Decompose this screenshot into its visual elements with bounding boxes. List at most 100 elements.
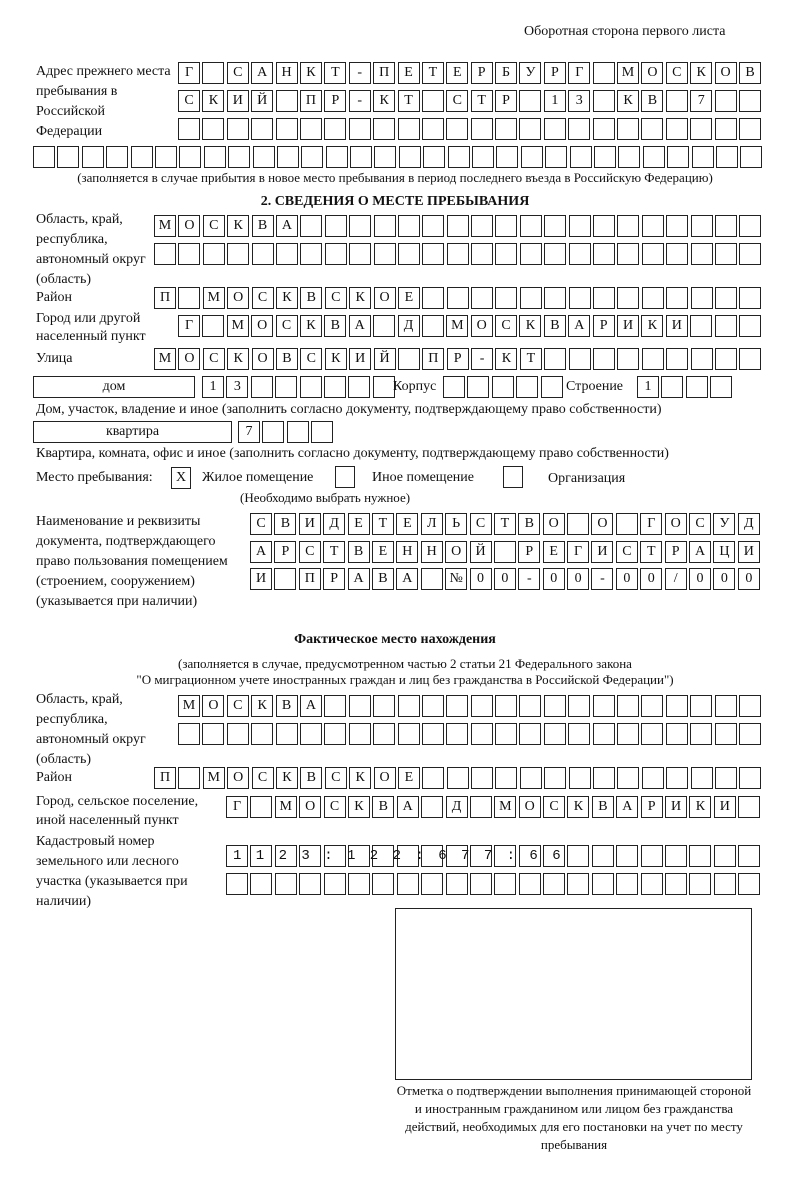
char-cell[interactable] <box>324 723 347 745</box>
char-cell[interactable] <box>323 873 346 895</box>
char-cell[interactable] <box>714 215 737 237</box>
char-cell[interactable]: В <box>300 767 323 789</box>
char-cell[interactable]: К <box>617 90 640 112</box>
char-cell[interactable] <box>665 695 688 717</box>
char-cell[interactable] <box>301 146 324 168</box>
char-cell[interactable] <box>446 723 469 745</box>
char-cell[interactable]: Р <box>518 541 541 563</box>
char-cell[interactable] <box>250 376 273 398</box>
char-cell[interactable]: К <box>275 767 298 789</box>
char-cell[interactable]: О <box>714 62 737 84</box>
char-cell[interactable] <box>274 845 297 867</box>
char-cell[interactable]: И <box>617 315 640 337</box>
char-cell[interactable] <box>178 767 201 789</box>
char-cell[interactable]: Е <box>446 62 469 84</box>
char-cell[interactable] <box>540 376 563 398</box>
char-cell[interactable] <box>495 243 518 265</box>
char-cell[interactable] <box>275 118 298 140</box>
char-cell[interactable] <box>446 243 469 265</box>
char-cell[interactable] <box>685 376 708 398</box>
char-cell[interactable]: - <box>348 62 371 84</box>
char-cell[interactable]: Е <box>542 541 565 563</box>
char-cell[interactable] <box>251 723 274 745</box>
char-cell[interactable] <box>568 695 591 717</box>
char-cell[interactable]: 0 <box>737 568 760 590</box>
char-cell[interactable]: П <box>154 767 176 789</box>
option-organization-checkbox[interactable] <box>503 466 523 488</box>
char-cell[interactable]: М <box>226 315 249 337</box>
char-cell[interactable] <box>421 90 444 112</box>
char-cell[interactable] <box>202 62 225 84</box>
char-cell[interactable]: Р <box>640 796 663 818</box>
char-cell[interactable] <box>178 243 201 265</box>
char-cell[interactable] <box>33 146 55 168</box>
char-cell[interactable] <box>106 146 129 168</box>
char-cell[interactable] <box>397 118 420 140</box>
char-cell[interactable]: Н <box>396 541 419 563</box>
char-cell[interactable]: И <box>349 348 372 370</box>
char-cell[interactable] <box>421 873 444 895</box>
char-cell[interactable] <box>469 796 492 818</box>
char-cell[interactable] <box>616 873 639 895</box>
char-cell[interactable] <box>520 146 543 168</box>
char-cell[interactable]: У <box>519 62 542 84</box>
char-cell[interactable] <box>397 723 420 745</box>
char-cell[interactable] <box>421 695 444 717</box>
char-cell[interactable]: В <box>275 348 298 370</box>
char-cell[interactable] <box>641 348 664 370</box>
char-cell[interactable]: О <box>641 62 664 84</box>
char-cell[interactable]: Р <box>470 62 493 84</box>
char-cell[interactable]: С <box>250 513 272 535</box>
char-cell[interactable]: Т <box>323 541 346 563</box>
char-cell[interactable] <box>262 421 285 443</box>
char-cell[interactable] <box>567 513 590 535</box>
char-cell[interactable]: 7 <box>238 421 260 443</box>
char-cell[interactable] <box>252 146 275 168</box>
char-cell[interactable] <box>350 146 373 168</box>
char-cell[interactable] <box>446 287 469 309</box>
char-cell[interactable]: И <box>298 513 321 535</box>
char-cell[interactable] <box>421 796 444 818</box>
char-cell[interactable]: К <box>275 287 298 309</box>
char-cell[interactable] <box>714 243 737 265</box>
char-cell[interactable]: С <box>469 513 492 535</box>
actual-region-row-2[interactable] <box>178 723 763 745</box>
char-cell[interactable]: О <box>227 287 250 309</box>
char-cell[interactable] <box>445 845 468 867</box>
char-cell[interactable] <box>543 695 566 717</box>
char-cell[interactable] <box>690 118 713 140</box>
char-cell[interactable]: К <box>689 796 712 818</box>
char-cell[interactable] <box>666 767 689 789</box>
char-cell[interactable]: Р <box>323 568 346 590</box>
char-cell[interactable] <box>739 348 762 370</box>
char-cell[interactable]: К <box>347 796 370 818</box>
char-cell[interactable]: 0 <box>567 568 590 590</box>
char-cell[interactable] <box>661 376 684 398</box>
char-cell[interactable] <box>202 723 225 745</box>
char-cell[interactable] <box>422 215 445 237</box>
char-cell[interactable]: М <box>202 287 225 309</box>
char-cell[interactable] <box>710 376 733 398</box>
char-cell[interactable] <box>348 695 371 717</box>
char-cell[interactable]: П <box>298 568 321 590</box>
char-cell[interactable]: М <box>202 767 225 789</box>
char-cell[interactable]: Т <box>519 348 542 370</box>
char-cell[interactable] <box>615 513 638 535</box>
char-cell[interactable]: А <box>251 62 274 84</box>
char-cell[interactable]: И <box>250 568 272 590</box>
apt-type-field[interactable]: квартира <box>33 421 232 443</box>
char-cell[interactable] <box>493 541 516 563</box>
char-cell[interactable]: К <box>495 348 518 370</box>
char-cell[interactable] <box>519 90 542 112</box>
char-cell[interactable] <box>690 215 713 237</box>
char-cell[interactable]: Й <box>469 541 492 563</box>
char-cell[interactable]: О <box>542 513 565 535</box>
char-cell[interactable]: С <box>298 541 321 563</box>
option-other-checkbox[interactable] <box>335 466 355 488</box>
char-cell[interactable] <box>202 315 225 337</box>
char-cell[interactable]: С <box>202 348 225 370</box>
char-cell[interactable] <box>81 146 104 168</box>
char-cell[interactable]: Л <box>420 513 443 535</box>
char-cell[interactable] <box>592 118 615 140</box>
